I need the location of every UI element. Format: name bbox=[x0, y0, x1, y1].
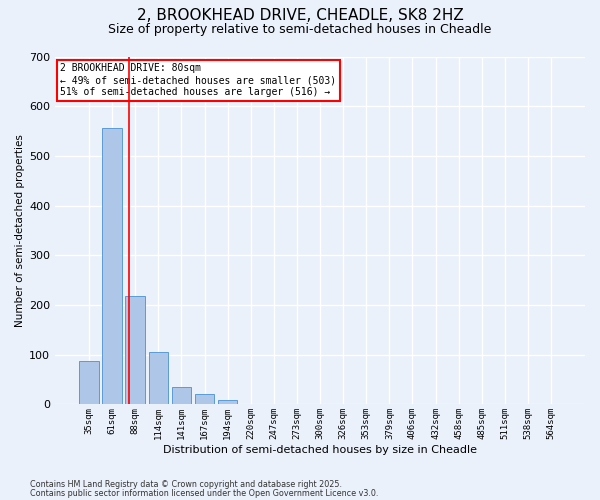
Bar bbox=[125, 296, 145, 405]
Bar bbox=[149, 352, 168, 405]
Bar bbox=[79, 360, 99, 405]
Text: Contains public sector information licensed under the Open Government Licence v3: Contains public sector information licen… bbox=[30, 488, 379, 498]
Bar bbox=[172, 387, 191, 404]
Bar bbox=[195, 394, 214, 404]
Y-axis label: Number of semi-detached properties: Number of semi-detached properties bbox=[15, 134, 25, 327]
Text: 2, BROOKHEAD DRIVE, CHEADLE, SK8 2HZ: 2, BROOKHEAD DRIVE, CHEADLE, SK8 2HZ bbox=[137, 8, 463, 22]
X-axis label: Distribution of semi-detached houses by size in Cheadle: Distribution of semi-detached houses by … bbox=[163, 445, 477, 455]
Text: Contains HM Land Registry data © Crown copyright and database right 2025.: Contains HM Land Registry data © Crown c… bbox=[30, 480, 342, 489]
Bar bbox=[103, 128, 122, 404]
Bar bbox=[218, 400, 238, 404]
Text: Size of property relative to semi-detached houses in Cheadle: Size of property relative to semi-detach… bbox=[109, 22, 491, 36]
Text: 2 BROOKHEAD DRIVE: 80sqm
← 49% of semi-detached houses are smaller (503)
51% of : 2 BROOKHEAD DRIVE: 80sqm ← 49% of semi-d… bbox=[61, 64, 337, 96]
